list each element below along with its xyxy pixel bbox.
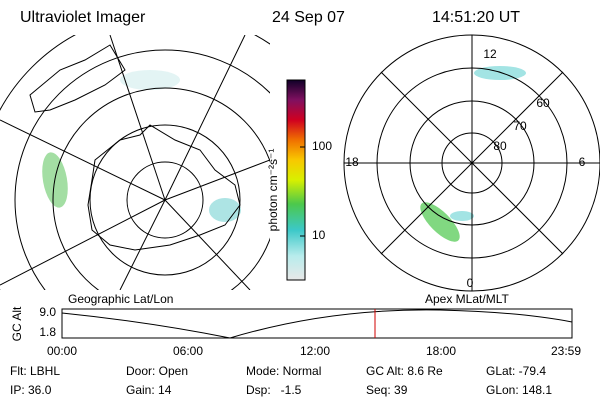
info-item: Mode: Normal	[246, 364, 321, 378]
time: 14:51:20 UT	[432, 9, 520, 26]
info-item: Door: Open	[126, 364, 188, 378]
lat-label: 70	[513, 119, 527, 133]
info-item: Gain: 14	[126, 383, 172, 397]
lat-label: 60	[536, 96, 550, 110]
info-item: GC Alt: 8.6 Re	[366, 364, 443, 378]
info-item: Dsp: -1.5	[246, 383, 302, 397]
info-item: GLat: -79.4	[486, 364, 546, 378]
info-panel: Flt: LBHL Door: Open Mode: Normal GC Alt: 8…	[10, 364, 552, 397]
info-item: IP: 36.0	[10, 383, 52, 397]
timeline-xtick: 06:00	[173, 344, 203, 358]
colorbar-tick: 10	[312, 228, 326, 242]
mlt-label: 12	[483, 47, 497, 61]
mlt-label: 6	[579, 155, 586, 169]
geographic-map	[0, 35, 270, 290]
info-item: Flt: LBHL	[10, 364, 60, 378]
map-label: Apex MLat/MLT	[425, 292, 509, 306]
colorbar	[286, 79, 306, 281]
instrument: Ultraviolet Imager	[20, 9, 146, 26]
timeline-ylabel: GC Alt	[10, 306, 24, 341]
timeline	[61, 308, 573, 339]
timeline-xtick: 18:00	[426, 344, 456, 358]
lat-label: 80	[493, 139, 507, 153]
mlt-label: 0	[467, 276, 474, 290]
timeline-ytick: 9.0	[39, 305, 56, 319]
info-item: Seq: 39	[366, 383, 408, 397]
timeline-ytick: 1.8	[39, 325, 56, 339]
mlt-label: 18	[345, 155, 359, 169]
date: 24 Sep 07	[272, 9, 345, 26]
map-label: Geographic Lat/Lon	[68, 292, 173, 306]
timeline-xtick: 12:00	[300, 344, 330, 358]
colorbar-label: photon cm⁻²s⁻¹	[266, 149, 280, 232]
timeline-xtick: 23:59	[551, 344, 581, 358]
apex-map	[343, 34, 600, 292]
info-item: GLon: 148.1	[486, 383, 552, 397]
timeline-xtick: 00:00	[47, 344, 77, 358]
colorbar-tick: 100	[312, 139, 332, 153]
